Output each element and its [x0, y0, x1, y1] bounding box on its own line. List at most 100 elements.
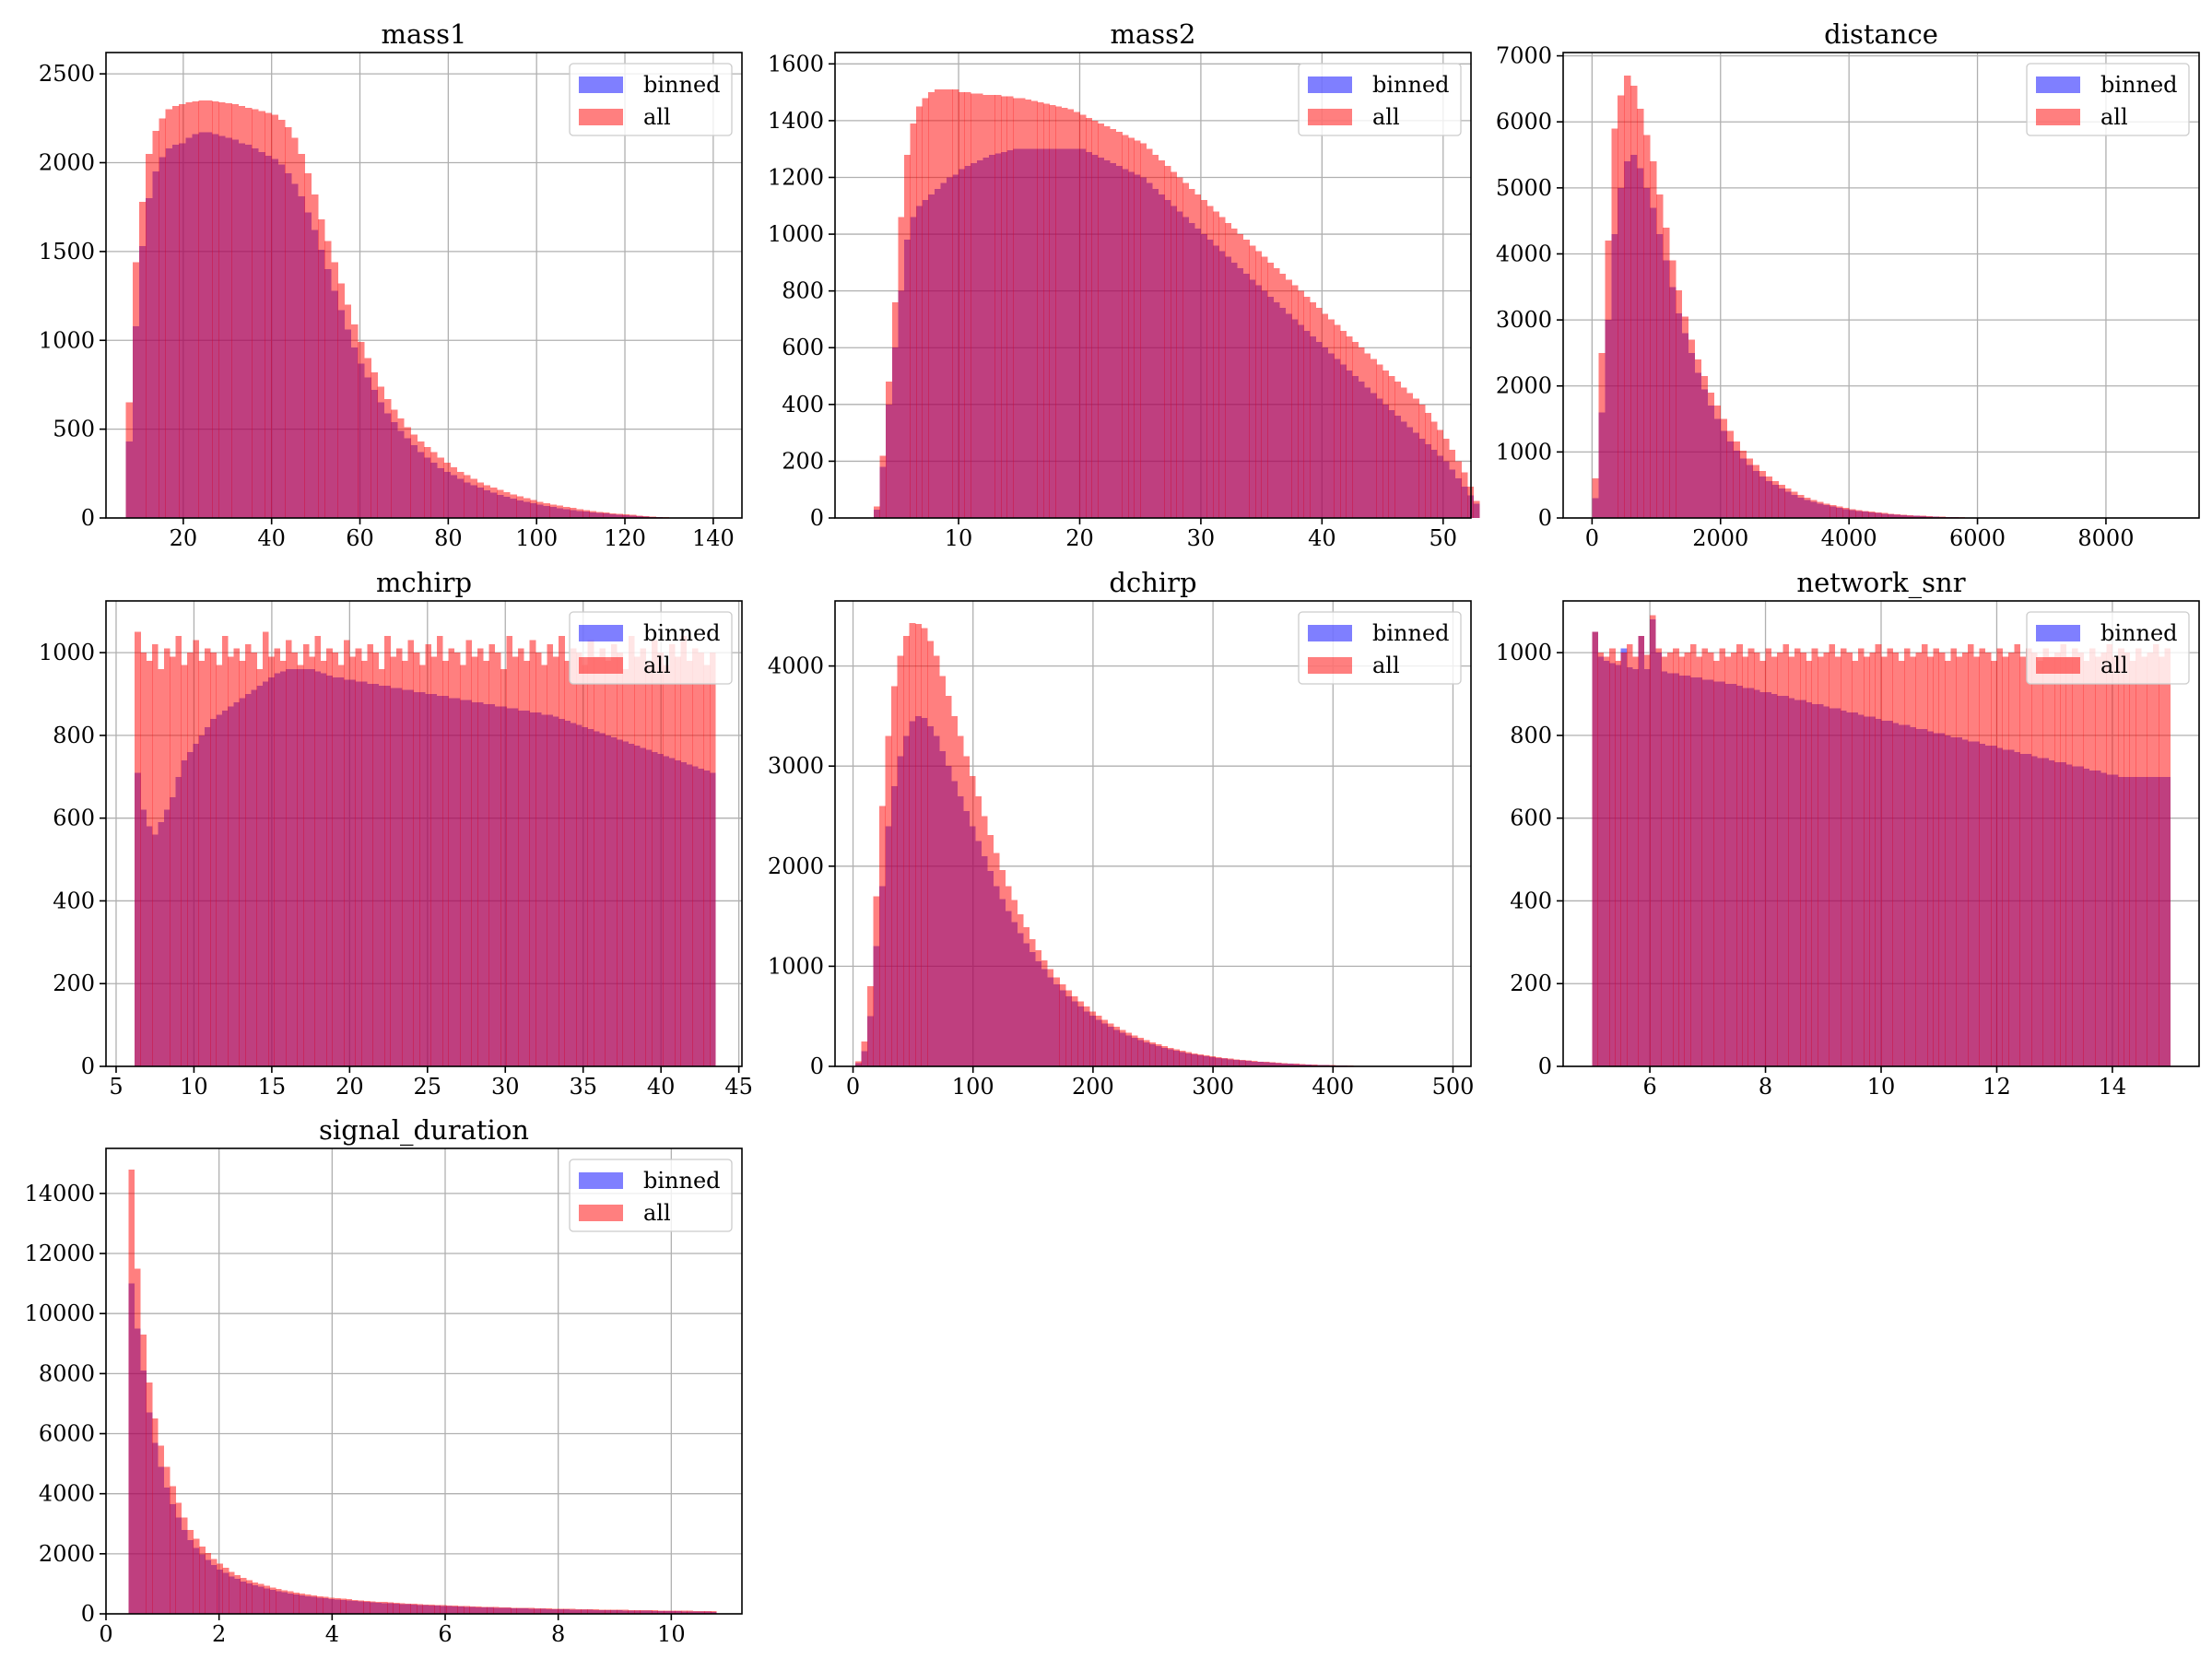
- histogram-bar-all: [1203, 1055, 1210, 1066]
- histogram-bar-all: [1830, 505, 1837, 518]
- axes-frame: [105, 52, 743, 519]
- y-tick-label: 2000: [39, 150, 95, 176]
- histogram-bar-all: [543, 502, 550, 518]
- histogram-bar-all: [460, 665, 466, 1066]
- histogram-bar-all: [598, 1609, 606, 1614]
- histogram-bar-all: [349, 656, 356, 1066]
- histogram-bar-all: [529, 640, 536, 1066]
- histogram-bar-all: [981, 816, 988, 1066]
- histogram-bar-all: [1406, 393, 1414, 518]
- histogram-bar-all: [481, 1606, 488, 1614]
- histogram-bar-all: [1269, 1062, 1277, 1066]
- histogram-bar-all: [549, 504, 558, 518]
- y-tick-label: 0: [81, 1601, 95, 1627]
- histogram-bar-all: [1146, 148, 1153, 518]
- histogram-bar-all: [450, 467, 458, 518]
- histogram-bar-all: [210, 1559, 218, 1614]
- histogram-bar-all: [404, 427, 411, 518]
- histogram-bar-all: [915, 623, 923, 1066]
- histogram-bar-all: [916, 106, 923, 518]
- histogram-bar-all: [497, 489, 504, 518]
- y-tick-label: 1000: [1496, 439, 1552, 465]
- histogram-bar-all: [1898, 661, 1905, 1066]
- histogram-bar-all: [326, 648, 333, 1066]
- histogram-bar-all: [534, 1607, 541, 1614]
- histogram-bar-all: [297, 665, 304, 1066]
- histogram-bar-all: [299, 1594, 306, 1614]
- histogram-bar-all: [1273, 268, 1280, 518]
- histogram-bar-all: [264, 1585, 270, 1614]
- histogram-bar-all: [499, 1606, 506, 1614]
- histogram-bar-all: [367, 644, 373, 1066]
- histogram-bar-all: [605, 661, 612, 1066]
- histogram-bar-all: [2065, 656, 2073, 1066]
- histogram-bar-all: [1230, 228, 1238, 519]
- histogram-bar-all: [642, 515, 650, 518]
- histogram-bar-all: [1933, 648, 1940, 1066]
- histogram-bar-all: [1364, 353, 1371, 518]
- histogram-bar-all: [277, 120, 286, 519]
- histogram-bar-all: [413, 653, 420, 1066]
- histogram-bar-all: [324, 241, 332, 518]
- legend: binned all: [569, 1159, 733, 1232]
- histogram-bar-all: [1285, 279, 1292, 518]
- legend-swatch-all: [1308, 657, 1352, 674]
- histogram-bar-all: [218, 101, 226, 518]
- y-tick-label: 500: [53, 417, 95, 442]
- histogram-bar-all: [1746, 458, 1753, 518]
- histogram-bar-all: [1239, 1060, 1246, 1066]
- y-tick-label: 2000: [39, 1541, 95, 1567]
- histogram-bar-all: [1834, 656, 1841, 1066]
- histogram-bar-all: [274, 648, 281, 1066]
- histogram-bar-all: [885, 735, 892, 1066]
- histogram-bar-all: [1206, 206, 1214, 518]
- histogram-bar-all: [1950, 648, 1957, 1066]
- y-tick-label: 8000: [39, 1360, 95, 1386]
- histogram-bar-all: [344, 304, 352, 518]
- histogram-bar-all: [1638, 636, 1645, 1066]
- histogram-bar-all: [1855, 510, 1863, 518]
- histogram-bar-all: [933, 655, 940, 1066]
- histogram-bar-all: [957, 735, 964, 1066]
- histogram-bar-all: [945, 696, 952, 1066]
- histogram-bar-all: [304, 1594, 312, 1614]
- histogram-bar-all: [1713, 661, 1720, 1066]
- y-tick-label: 0: [1538, 1053, 1552, 1079]
- histogram-bar-all: [1673, 648, 1679, 1066]
- y-tick-label: 600: [782, 335, 824, 360]
- x-tick-label: 14: [2099, 1074, 2127, 1100]
- series-all: [1592, 615, 2171, 1066]
- legend-swatch-binned: [1308, 625, 1352, 641]
- y-tick-label: 1500: [39, 239, 95, 265]
- histogram-bar-all: [410, 434, 418, 518]
- histogram-bar-all: [1945, 661, 1951, 1066]
- histogram-bar-all: [1119, 1030, 1126, 1066]
- histogram-bar-all: [1700, 375, 1709, 518]
- histogram-bar-all: [2031, 653, 2038, 1066]
- legend-swatch-binned: [1308, 76, 1352, 93]
- histogram-bar-all: [1777, 653, 1783, 1066]
- histogram-bar-all: [1305, 1064, 1312, 1066]
- x-tick-label: 10: [1867, 1074, 1896, 1100]
- histogram-bar-all: [564, 661, 571, 1066]
- histogram-bar-all: [999, 870, 1006, 1066]
- histogram-bar-all: [2060, 644, 2067, 1066]
- histogram-bar-all: [891, 301, 899, 518]
- series-all: [1592, 76, 2010, 519]
- legend-swatch-all: [579, 109, 623, 125]
- series-all: [125, 100, 683, 519]
- histogram-bar-all: [140, 1335, 147, 1614]
- axes-frame: [834, 52, 1472, 519]
- histogram-bar-all: [1852, 661, 1859, 1066]
- histogram-bar-all: [1059, 983, 1066, 1066]
- histogram-bar-all: [1200, 200, 1207, 518]
- histogram-bar-all: [663, 1610, 670, 1614]
- histogram-bar-all: [1079, 114, 1087, 519]
- histogram-bar-all: [1592, 631, 1598, 1066]
- histogram-bar-all: [228, 1571, 235, 1614]
- y-tick-label: 400: [53, 888, 95, 913]
- x-tick-label: 4000: [1821, 525, 1877, 551]
- y-tick-label: 1600: [768, 51, 824, 76]
- histogram-bar-all: [617, 653, 623, 1066]
- histogram-bar-all: [256, 669, 264, 1066]
